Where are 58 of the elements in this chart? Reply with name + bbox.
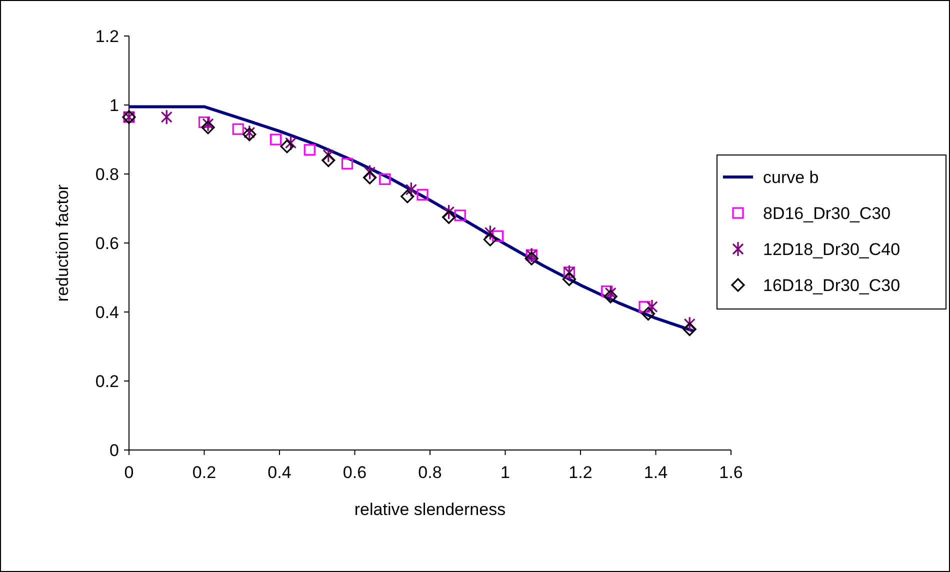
point — [682, 322, 696, 336]
point — [379, 173, 391, 185]
x-tick-label: 0.8 — [418, 463, 442, 482]
point — [405, 182, 417, 198]
y-tick-label: 0.4 — [95, 303, 119, 322]
point — [322, 153, 336, 167]
x-tick-label: 0.6 — [342, 463, 367, 482]
x-axis-title: relative slenderness — [354, 500, 506, 519]
point — [416, 188, 428, 200]
x-tick-label: 0.4 — [268, 463, 292, 482]
y-tick-label: 0.2 — [95, 372, 119, 391]
point — [341, 158, 354, 170]
x-tick-label: 1.2 — [568, 463, 592, 482]
point — [280, 140, 294, 154]
point — [483, 232, 497, 246]
point — [442, 210, 456, 224]
point — [646, 299, 658, 315]
point — [443, 204, 455, 220]
point — [201, 120, 215, 134]
point — [270, 134, 282, 146]
point — [400, 190, 414, 204]
point — [484, 224, 496, 240]
x-tick-label: 1.4 — [644, 463, 668, 482]
point — [604, 290, 618, 304]
y-tick-label: 1.2 — [95, 27, 119, 46]
point — [641, 306, 656, 321]
legend-label: 8D16_Dr30_C30 — [763, 204, 891, 223]
x-tick-label: 1.6 — [719, 463, 743, 482]
point — [492, 230, 504, 242]
y-tick-label: 0.8 — [95, 165, 119, 184]
y-tick-label: 1 — [110, 96, 119, 115]
point — [244, 124, 256, 140]
point — [363, 170, 377, 184]
legend-label: curve b — [763, 168, 819, 187]
point — [604, 285, 616, 301]
point — [562, 272, 576, 286]
x-tick-label: 1 — [500, 463, 510, 482]
point — [232, 123, 244, 135]
point — [454, 210, 466, 222]
x-tick-label: 0.2 — [192, 463, 216, 482]
point — [242, 128, 256, 142]
point — [160, 109, 172, 125]
point — [304, 144, 316, 156]
point — [202, 116, 214, 132]
point — [601, 286, 613, 298]
x-tick-label: 0 — [124, 463, 134, 482]
legend-label: 16D18_Dr30_C30 — [763, 276, 900, 295]
point — [524, 252, 538, 266]
point — [684, 316, 696, 332]
y-tick-label: 0.6 — [95, 234, 119, 253]
legend-label: 12D18_Dr30_C40 — [763, 240, 900, 259]
point — [322, 147, 334, 163]
y-tick-label: 0 — [110, 441, 119, 460]
point — [638, 301, 650, 313]
point — [198, 116, 210, 128]
point — [284, 135, 297, 151]
point — [364, 164, 376, 180]
y-axis-title: reduction factor — [53, 184, 72, 302]
